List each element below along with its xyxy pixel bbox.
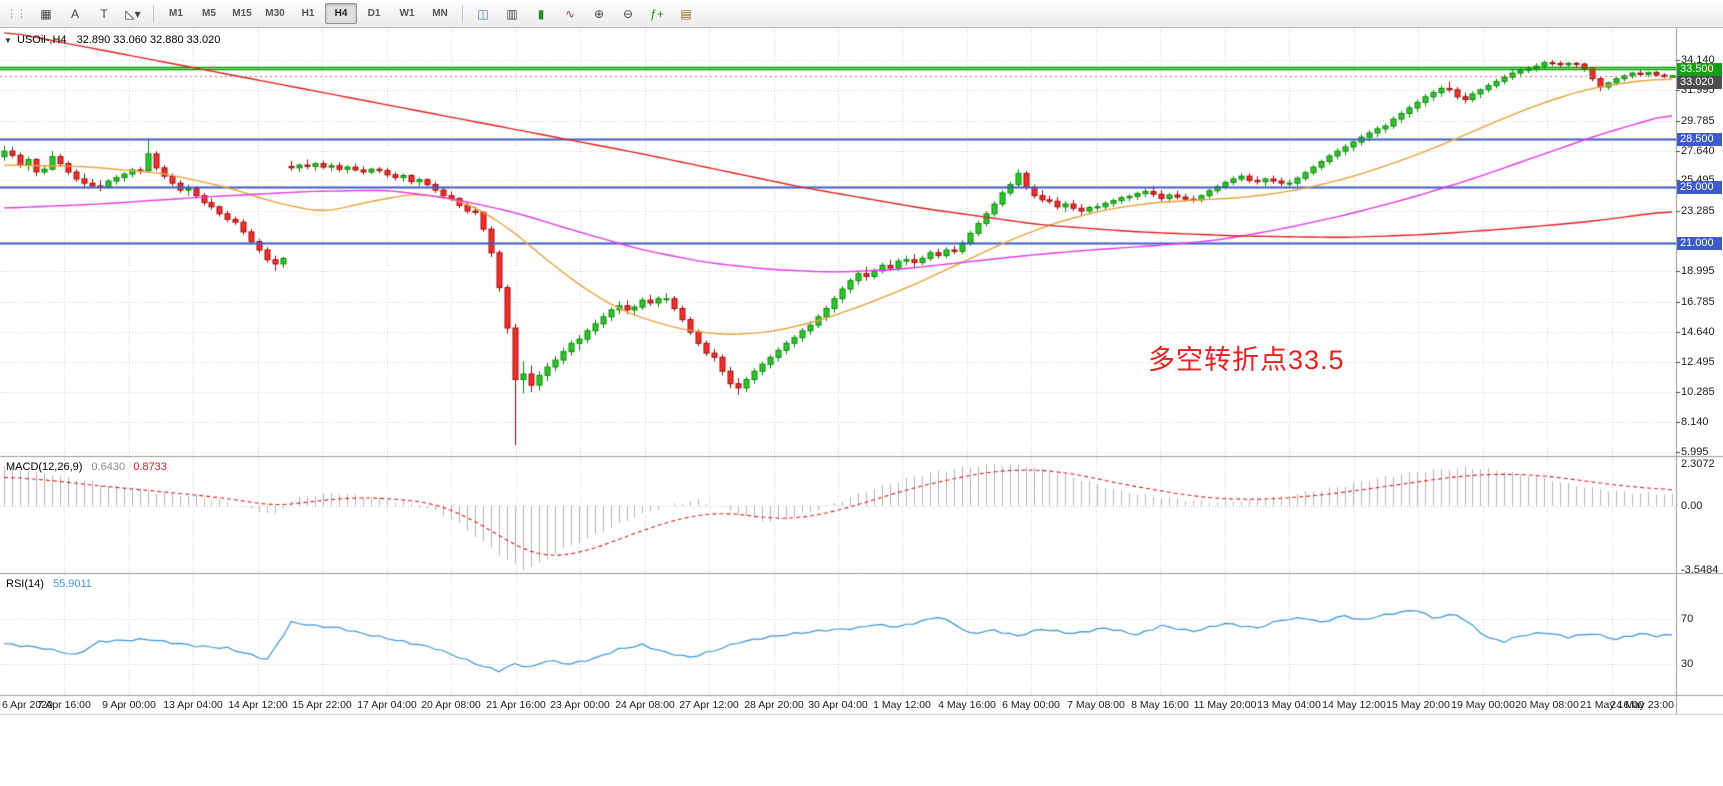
timeframe-h1[interactable]: H1 (301, 8, 315, 19)
rsi-value: 55.9011 (52, 578, 92, 590)
timeframe-m15[interactable]: M15 (232, 8, 252, 19)
chart-window: ▼ USOil-,H4 32.890 33.060 32.880 33.020 … (0, 28, 1723, 786)
indicators-icon[interactable]: ƒ+ (650, 6, 664, 21)
timeframe-w1[interactable]: W1 (399, 8, 415, 19)
toolbar-left-group: ▦ A T ◺▾ (32, 3, 147, 25)
zoom-out-icon[interactable]: ⊖ (622, 6, 634, 21)
chart-window-icon[interactable]: ▦ (40, 6, 52, 21)
macd-name: MACD(12,26,9) (6, 461, 83, 473)
timeframe-h4[interactable]: H4 (325, 3, 357, 24)
shapes-dropdown-icon[interactable]: ◺▾ (125, 6, 141, 21)
rsi-name: RSI(14) (6, 578, 44, 590)
tile-windows-icon[interactable]: ◫ (477, 6, 489, 21)
timeframe-m5[interactable]: M5 (202, 8, 216, 19)
zoom-in-icon[interactable]: ⊕ (593, 6, 605, 21)
toolbar: ⋮⋮ ▦ A T ◺▾ M1 M5 M15 M30 H1 H4 D1 W1 MN ◫ ▥ ▮ ∿ ⊕ ⊖ ƒ+ ▤ (0, 0, 1723, 28)
timeframe-mn[interactable]: MN (432, 8, 448, 19)
chart-title: USOil-,H4 32.890 33.060 32.880 33.020 (17, 34, 220, 46)
macd-indicator-label: MACD(12,26,9) 0.6430 0.8733 (6, 461, 167, 473)
text-label-icon[interactable]: A (70, 6, 79, 21)
timeframe-m30[interactable]: M30 (265, 8, 285, 19)
toolbar-right-group: ◫ ▥ ▮ ∿ ⊕ ⊖ ƒ+ ▤ (469, 3, 700, 25)
macd-signal-value: 0.8733 (133, 461, 167, 473)
rsi-indicator-label: RSI(14) 55.9011 (6, 578, 92, 590)
line-chart-icon[interactable]: ∿ (564, 6, 576, 21)
bar-chart-icon[interactable]: ▥ (506, 6, 518, 21)
chart-canvas[interactable] (0, 28, 1723, 786)
candlestick-chart-icon[interactable]: ▮ (537, 6, 545, 21)
chart-ohlc-values: 32.890 33.060 32.880 33.020 (76, 34, 221, 46)
timeframe-group: M1 M5 M15 M30 H1 H4 D1 W1 MN (160, 3, 456, 24)
one-click-trading-toggle[interactable]: ▼ (4, 36, 12, 45)
timeframe-m1[interactable]: M1 (169, 8, 183, 19)
macd-main-value: 0.6430 (91, 461, 126, 473)
text-box-icon[interactable]: T (100, 6, 108, 21)
timeframe-d1[interactable]: D1 (367, 8, 381, 19)
toolbar-gripper[interactable]: ⋮⋮ (6, 8, 27, 20)
chart-annotation-text: 多空转折点33.5 (1148, 345, 1345, 375)
toolbar-separator (153, 4, 154, 23)
toolbar-separator (462, 4, 463, 23)
templates-icon[interactable]: ▤ (680, 6, 692, 21)
chart-symbol-period: USOil-,H4 (17, 34, 67, 46)
